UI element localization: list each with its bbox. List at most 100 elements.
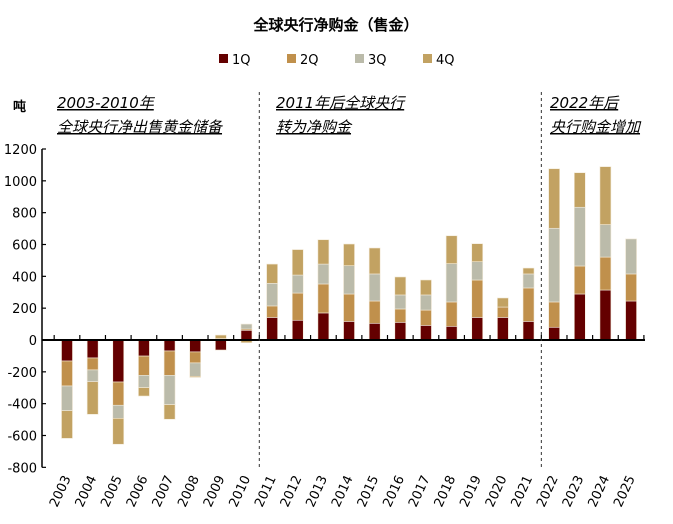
bar-2019-4Q [471, 243, 484, 262]
legend-label: 3Q [368, 53, 387, 68]
x-tick-label: 2007 [150, 473, 178, 509]
bar-2015-2Q [368, 300, 381, 324]
bar-2018-2Q [445, 301, 458, 327]
bar-2016-4Q [394, 276, 407, 296]
bar-2017-2Q [420, 309, 432, 326]
x-tick-label: 2020 [483, 473, 511, 509]
bar-2013-1Q [317, 312, 330, 341]
bar-2006-2Q [138, 355, 150, 376]
x-tick-label: 2005 [98, 473, 126, 509]
y-tick-label: -200 [7, 366, 37, 381]
bar-2024-2Q [599, 256, 612, 291]
bar-2019-3Q [471, 261, 484, 281]
bar-2010-3Q [240, 323, 253, 330]
x-tick-label: 2006 [124, 473, 152, 509]
x-tick-label: 2009 [201, 473, 229, 509]
bar-2025-2Q [625, 273, 637, 302]
legend-swatch-4Q [423, 54, 432, 63]
annotation: 央行购金增加 [550, 118, 642, 136]
annotation: 2011年后全球央行 [276, 94, 406, 112]
bar-2005-1Q [112, 339, 125, 383]
y-tick-label: -600 [7, 430, 37, 445]
bar-2012-4Q [291, 249, 304, 276]
bar-2023-3Q [573, 206, 586, 267]
bar-2008-2Q [189, 351, 201, 364]
bar-2011-1Q [266, 317, 278, 341]
annotation: 转为净购金 [276, 118, 353, 136]
x-tick-label: 2014 [329, 473, 357, 509]
bar-2007-1Q [163, 339, 176, 352]
bar-2004-3Q [86, 369, 99, 383]
bar-2007-2Q [163, 350, 176, 376]
legend-swatch-3Q [355, 54, 364, 63]
x-tick-label: 2025 [611, 473, 639, 509]
bar-2007-4Q [163, 404, 176, 420]
bar-2020-2Q [497, 306, 509, 318]
bar-2021-1Q [522, 321, 535, 341]
x-tick-label: 2022 [534, 473, 562, 509]
y-axis-label: 吨 [13, 99, 26, 115]
bar-2014-2Q [343, 293, 355, 322]
bar-2014-3Q [343, 265, 355, 295]
bar-2012-2Q [291, 292, 304, 321]
bar-2011-2Q [266, 305, 278, 318]
bar-2004-4Q [86, 381, 99, 415]
bar-2022-4Q [548, 168, 560, 229]
bar-2006-1Q [138, 339, 150, 357]
bar-2013-3Q [317, 263, 330, 285]
bar-2014-1Q [343, 321, 355, 341]
x-tick-label: 2008 [175, 473, 203, 509]
x-tick-label: 2024 [585, 473, 613, 509]
bar-2003-1Q [61, 339, 73, 362]
bar-2004-2Q [86, 357, 99, 371]
bar-2008-3Q [189, 362, 201, 377]
bar-2017-3Q [420, 294, 432, 311]
bar-2009-4Q [215, 334, 227, 339]
bar-2013-2Q [317, 283, 330, 314]
bar-2022-1Q [548, 326, 560, 341]
bar-2013-4Q [317, 239, 330, 265]
x-tick-label: 2023 [560, 473, 588, 509]
bar-2018-1Q [445, 326, 458, 341]
legend-label: 1Q [232, 53, 251, 68]
bar-2012-1Q [291, 319, 304, 341]
bar-2024-1Q [599, 289, 612, 341]
bar-2008-1Q [189, 339, 201, 353]
x-tick-label: 2016 [380, 473, 408, 509]
bar-2003-4Q [61, 410, 73, 439]
bar-2008-4Q [189, 375, 201, 378]
annotation: 2022年后 [550, 94, 620, 112]
legend-swatch-2Q [287, 54, 296, 63]
bar-2015-4Q [368, 247, 381, 275]
x-tick-label: 2019 [457, 473, 485, 509]
chart-title: 全球央行净购金（售金） [252, 16, 418, 34]
bar-2021-4Q [522, 267, 535, 275]
bar-2019-2Q [471, 279, 484, 318]
bar-2020-1Q [497, 317, 509, 341]
legend-label: 4Q [436, 53, 455, 68]
bar-2016-3Q [394, 294, 407, 310]
y-tick-label: -800 [7, 461, 37, 476]
bar-2005-2Q [112, 381, 125, 406]
bar-2023-4Q [573, 172, 586, 208]
bar-2009-1Q [215, 339, 227, 351]
legend: 1Q 2Q 3Q 4Q [219, 53, 455, 68]
bar-2005-4Q [112, 418, 125, 445]
bar-2006-4Q [138, 387, 150, 397]
y-tick-label: 400 [12, 270, 37, 285]
bar-2025-3Q [625, 238, 637, 275]
x-tick-label: 2013 [303, 473, 331, 509]
bar-2011-3Q [266, 283, 278, 307]
legend-label: 2Q [300, 53, 319, 68]
x-tick-label: 2017 [406, 473, 434, 509]
x-tick-label: 2012 [278, 473, 306, 509]
x-tick-label: 2011 [252, 473, 280, 509]
bar-2003-2Q [61, 360, 73, 387]
bar-2023-1Q [573, 293, 586, 341]
x-tick-label: 2004 [73, 473, 101, 509]
bar-2007-3Q [163, 375, 176, 405]
bar-2011-4Q [266, 263, 278, 284]
x-tick-label: 2015 [355, 473, 383, 509]
